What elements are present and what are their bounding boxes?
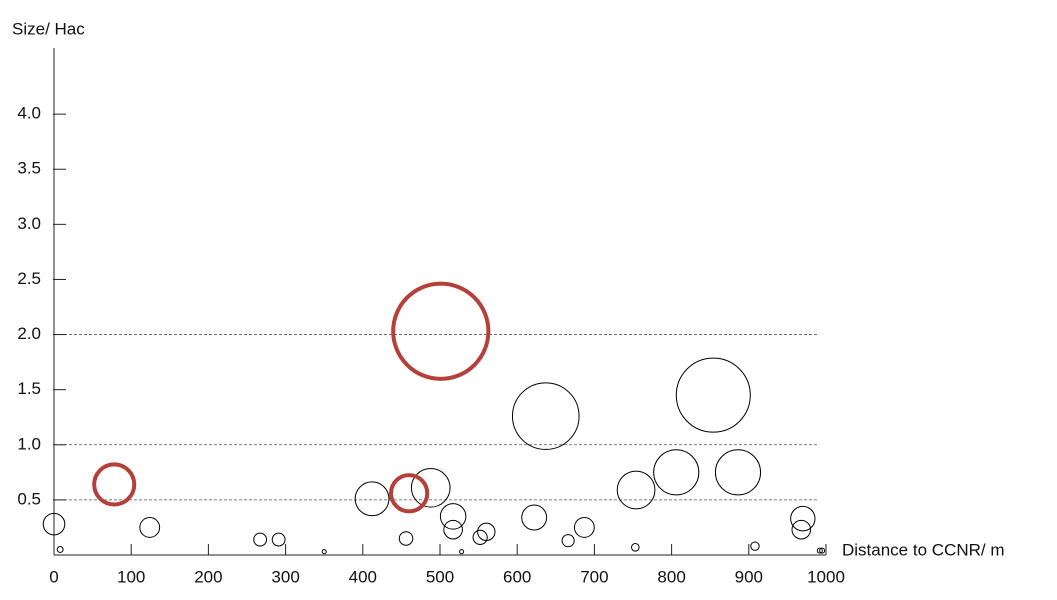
y-axis-label: Size/ Hac bbox=[12, 19, 85, 38]
bubble bbox=[398, 531, 414, 546]
x-tick-label: 0 bbox=[49, 567, 58, 586]
y-tick-label: 3.0 bbox=[17, 214, 41, 233]
bubble bbox=[410, 467, 451, 508]
bubble bbox=[819, 547, 826, 554]
y-tick-label: 3.5 bbox=[17, 159, 41, 178]
y-tick-label: 4.0 bbox=[17, 104, 41, 123]
bubble bbox=[354, 481, 390, 517]
x-tick-label: 100 bbox=[117, 567, 145, 586]
x-tick-label: 400 bbox=[349, 567, 377, 586]
bubble bbox=[443, 519, 463, 540]
bubble bbox=[459, 549, 465, 555]
x-axis-label: Distance to CCNR/ m bbox=[842, 540, 1004, 559]
bubble bbox=[675, 357, 751, 433]
bubble bbox=[439, 503, 467, 530]
x-tick-label: 1000 bbox=[807, 567, 845, 586]
bubble bbox=[521, 504, 548, 531]
y-tick-label: 1.0 bbox=[17, 434, 41, 453]
bubble bbox=[321, 549, 327, 555]
bubble bbox=[616, 470, 656, 510]
x-tick-label: 700 bbox=[580, 567, 608, 586]
bubble bbox=[791, 519, 812, 540]
x-tick-label: 800 bbox=[657, 567, 685, 586]
bubble bbox=[56, 546, 64, 553]
y-tick-label: 1.5 bbox=[17, 379, 41, 398]
bubble bbox=[511, 382, 580, 450]
bubble bbox=[253, 532, 268, 547]
x-tick-label: 300 bbox=[271, 567, 299, 586]
bubble bbox=[714, 449, 762, 496]
bubble bbox=[391, 281, 491, 381]
bubble bbox=[573, 517, 595, 538]
bubble bbox=[477, 522, 496, 542]
y-tick-label: 2.5 bbox=[17, 269, 41, 288]
x-tick-label: 200 bbox=[194, 567, 222, 586]
x-tick-label: 900 bbox=[735, 567, 763, 586]
bubble bbox=[42, 512, 66, 536]
bubble bbox=[139, 517, 161, 538]
bubble bbox=[790, 505, 816, 532]
bubble bbox=[653, 449, 700, 496]
y-tick-label: 2.0 bbox=[17, 324, 41, 343]
bubble bbox=[271, 532, 286, 547]
bubble bbox=[92, 462, 137, 507]
bubble bbox=[561, 534, 575, 548]
x-tick-label: 500 bbox=[426, 567, 454, 586]
y-tick-label: 0.5 bbox=[17, 489, 41, 508]
bubble bbox=[631, 542, 640, 552]
bubble bbox=[750, 541, 760, 551]
bubble bbox=[816, 547, 823, 554]
bubble bbox=[472, 529, 488, 545]
x-tick-label: 600 bbox=[503, 567, 531, 586]
bubble bbox=[388, 473, 430, 514]
